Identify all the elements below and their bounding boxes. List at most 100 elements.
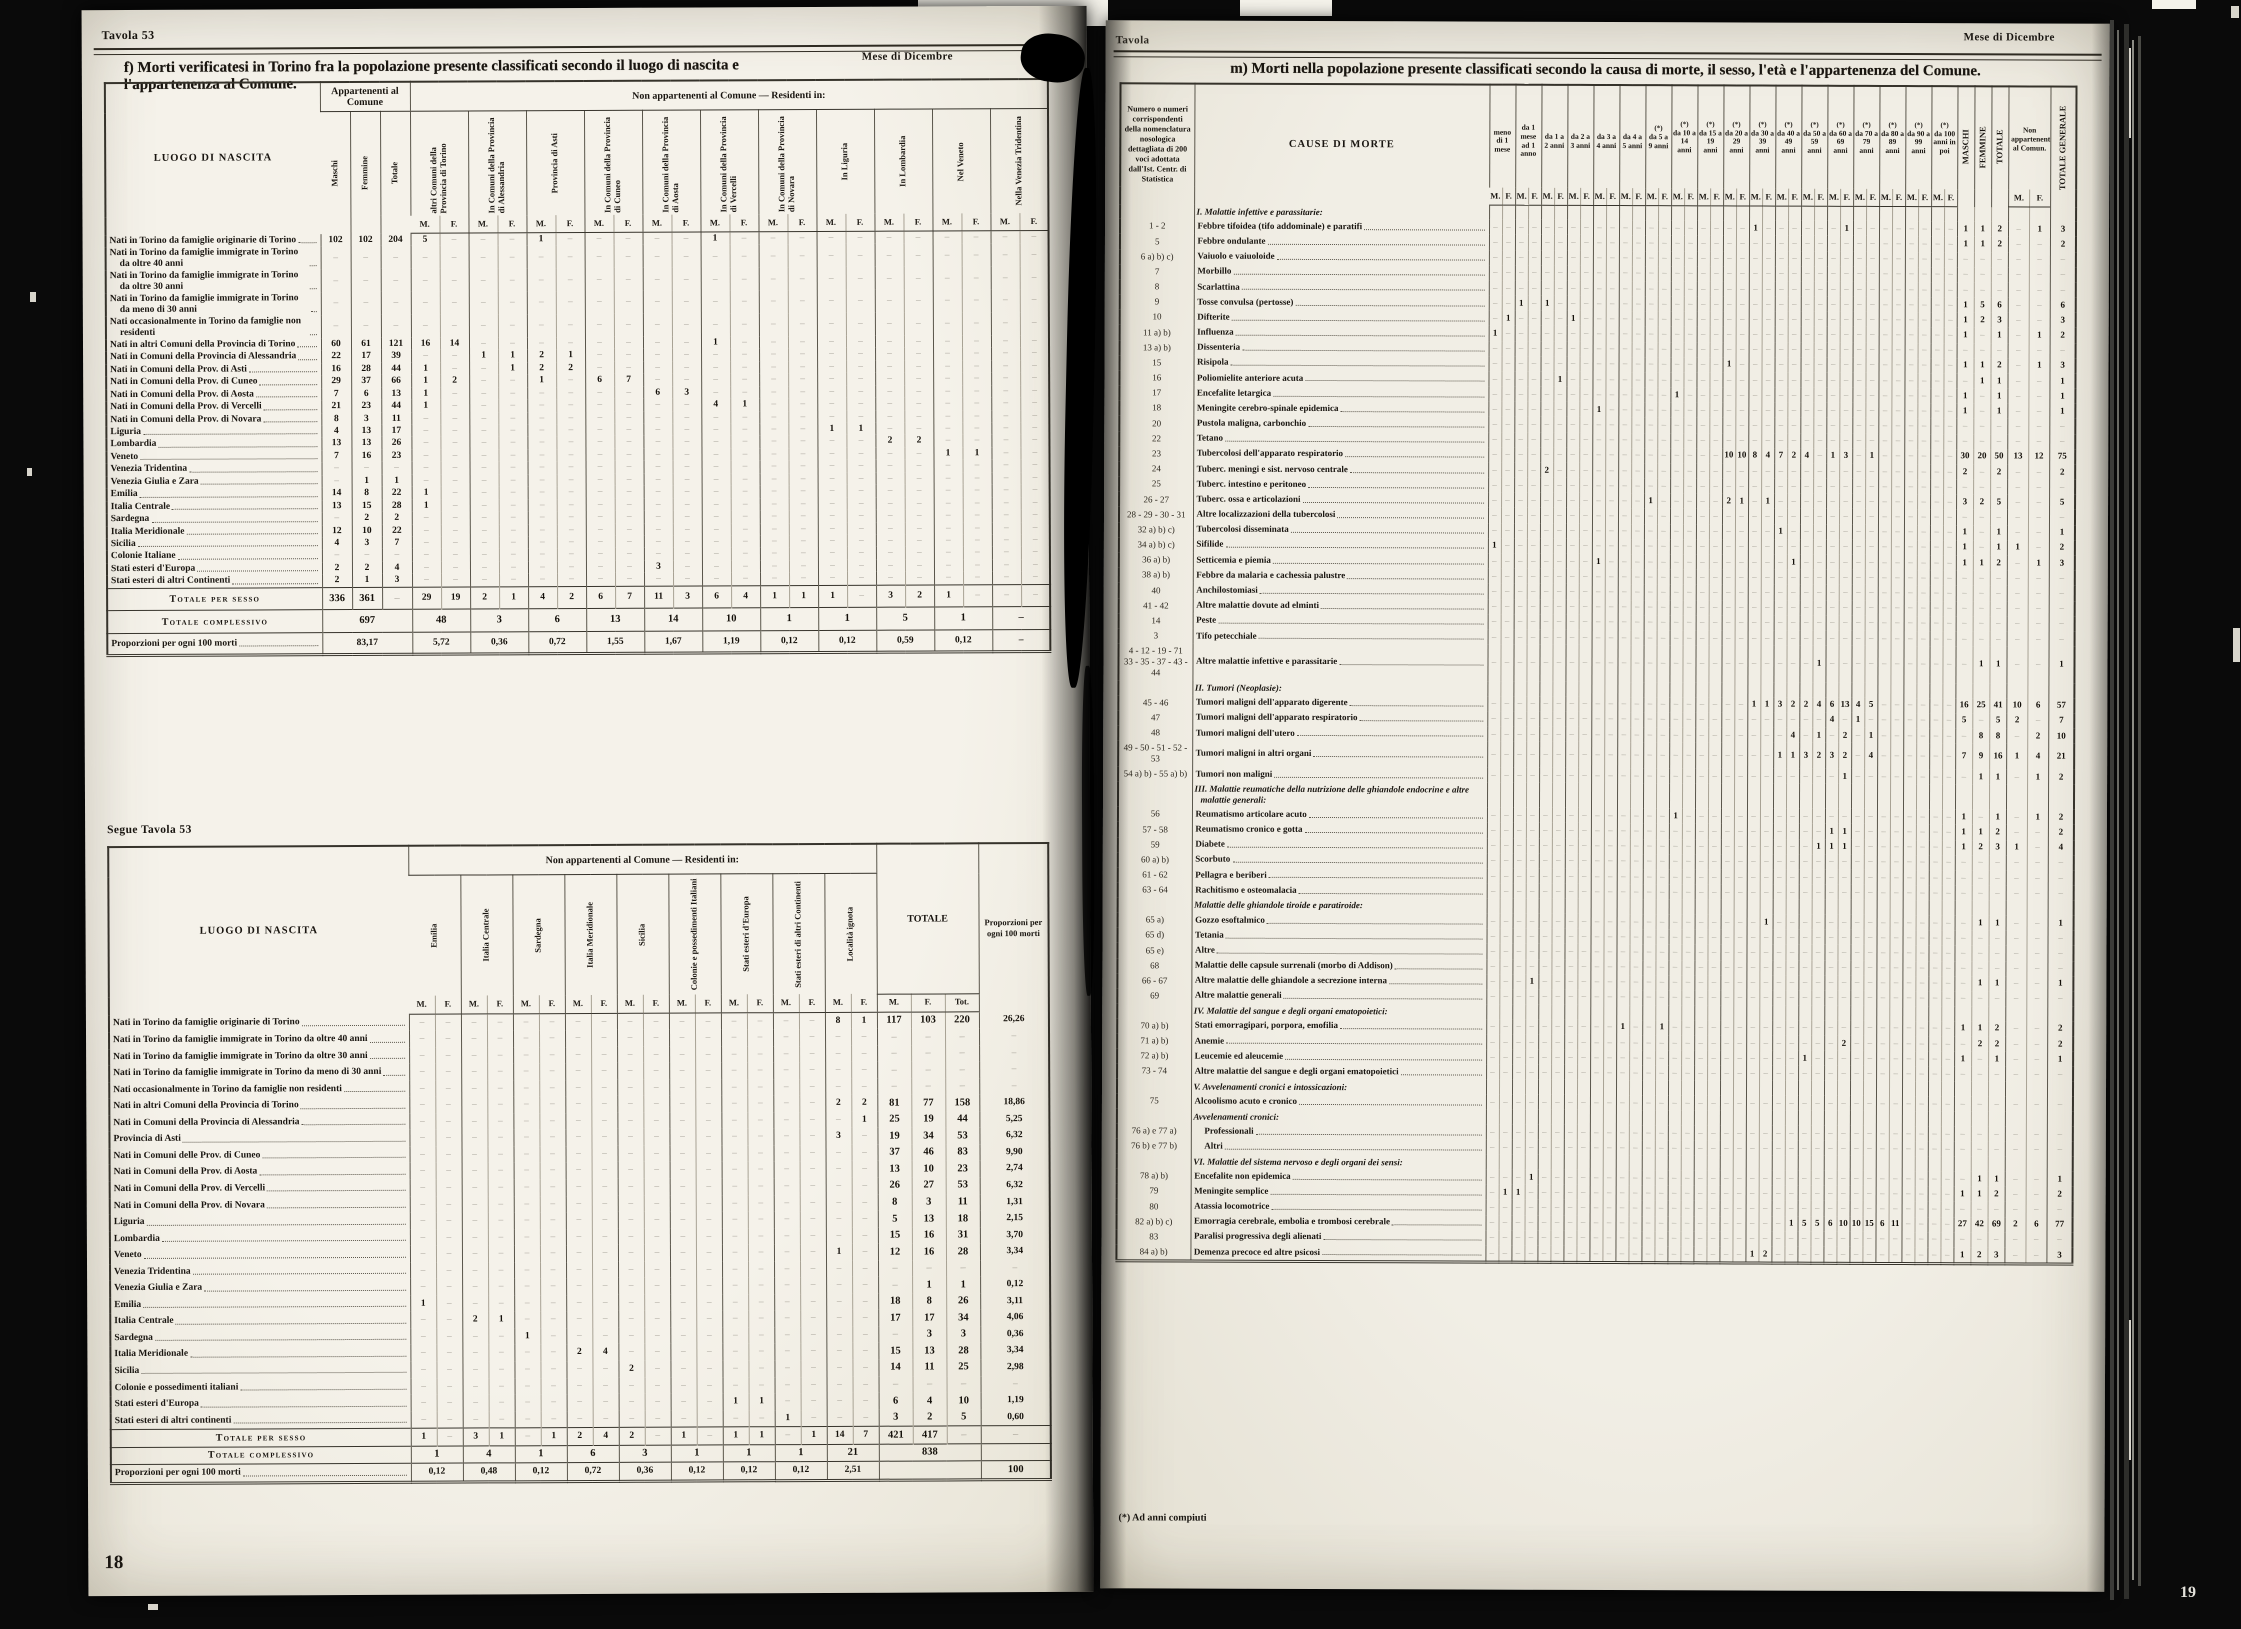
data-cell: – (1527, 493, 1541, 509)
data-cell: – (980, 1375, 1051, 1393)
data-cell: – (1719, 1200, 1733, 1217)
data-cell: – (1853, 266, 1867, 282)
data-cell: – (1917, 509, 1931, 525)
data-cell (1680, 1110, 1695, 1126)
data-cell: – (1732, 1246, 1746, 1264)
data-cell: – (468, 337, 499, 350)
data-cell: – (1667, 1185, 1681, 1201)
row-label-text: Stati esteri di altri continenti (114, 1415, 232, 1426)
data-cell: – (1565, 629, 1579, 645)
data-cell: – (1733, 1020, 1747, 1036)
data-cell: – (1811, 975, 1825, 991)
data-cell (1564, 899, 1578, 914)
data-cell: – (1486, 1034, 1500, 1050)
data-cell: – (701, 485, 731, 499)
row-label-wrap: Nati in Comuni della Prov. di Aosta (112, 1166, 409, 1178)
data-cell (1773, 783, 1787, 809)
data-cell: – (1591, 741, 1605, 768)
data-cell (878, 1461, 982, 1481)
data-cell: – (1788, 266, 1802, 282)
data-cell: – (643, 361, 673, 375)
data-cell: – (1564, 1065, 1578, 1081)
data-cell: – (1499, 974, 1513, 990)
data-cell: – (2028, 343, 2050, 359)
cause-row: 84 a) b) Demenza precoce ed altre psicosi… (1116, 1244, 2073, 1265)
data-cell: – (585, 473, 615, 487)
data-cell (1617, 681, 1631, 697)
vertical-label: Italia Meridionale (584, 902, 595, 968)
data-cell: – (1930, 433, 1944, 449)
data-cell: – (876, 571, 906, 585)
data-cell: – (1813, 433, 1827, 449)
data-cell: – (800, 1393, 827, 1410)
data-cell: – (1719, 1231, 1733, 1247)
row-label-wrap: Pustola maligna, carbonchio (1195, 418, 1487, 430)
row-label-text: Lombardia (113, 1233, 160, 1244)
data-cell: – (1823, 1186, 1837, 1202)
data-cell: – (585, 523, 615, 536)
data-cell: – (1722, 463, 1736, 479)
data-cell: – (788, 485, 818, 498)
data-cell: – (1891, 327, 1905, 343)
row-label: Meningite semplice (1190, 1183, 1486, 1201)
data-cell: – (1551, 853, 1565, 869)
header-row: Numero o numeri corrispondenti della nom… (1120, 83, 2077, 208)
dot-leader (1305, 380, 1484, 383)
data-cell: – (730, 410, 760, 424)
row-label-wrap: Tuberc. ossa e articolazioni (1195, 494, 1487, 506)
total-column-header: FEMMINE (1974, 86, 1992, 207)
data-cell: – (1680, 1200, 1694, 1216)
data-cell: – (2027, 600, 2049, 617)
data-cell: – (1735, 524, 1749, 540)
data-cell (1889, 1081, 1903, 1097)
data-cell: – (1578, 599, 1592, 615)
row-label-wrap: Febbre da malaria e cachessia palustre (1194, 569, 1486, 581)
data-cell: – (1618, 250, 1633, 266)
data-cell: 4 (1864, 742, 1878, 769)
data-cell: – (694, 1012, 721, 1030)
proportions-row: Proporzioni per ogni 100 morti 83,17 5,72 0… (107, 629, 1051, 656)
data-cell: – (1940, 1201, 1954, 1217)
data-cell: – (1696, 387, 1710, 403)
column-header: In Comuni della Provincia di Novara (757, 109, 817, 215)
data-cell: – (1578, 711, 1592, 727)
age-label: da 10 a 14 anni (1672, 127, 1696, 155)
data-cell: 3 (618, 1444, 671, 1463)
dot-leader (1304, 831, 1483, 834)
data-cell: – (1501, 235, 1516, 251)
row-label: Tuberc. intestino e peritoneo (1193, 476, 1489, 493)
data-cell: 1 (1972, 769, 1990, 785)
data-cell: – (1681, 823, 1696, 839)
data-cell: – (1628, 1230, 1642, 1247)
dot-leader (1296, 735, 1483, 737)
data-cell: – (1878, 539, 1892, 555)
data-cell: – (1890, 697, 1904, 713)
data-cell: – (2005, 1051, 2027, 1067)
data-cell: – (1604, 569, 1618, 585)
data-cell: – (1891, 524, 1905, 540)
data-cell (1971, 1111, 1989, 1127)
data-cell: – (2026, 1066, 2048, 1082)
data-cell: – (1875, 1171, 1889, 1187)
data-cell: – (1631, 508, 1645, 524)
data-cell: – (1629, 853, 1643, 870)
data-cell (1603, 899, 1617, 915)
data-cell (1671, 205, 1685, 221)
column-header: In Comuni della Provincia di Aosta (641, 110, 701, 215)
data-cell: – (1989, 870, 2007, 886)
data-cell: – (1988, 930, 2006, 946)
data-cell: – (1630, 614, 1644, 630)
data-cell: – (1839, 372, 1853, 388)
data-cell: 3 (462, 1428, 489, 1446)
row-label-text: Tumori non maligni (1195, 768, 1273, 779)
data-cell: – (1593, 220, 1607, 236)
dot-leader (1389, 983, 1482, 985)
data-cell: – (1656, 630, 1670, 646)
data-cell: – (1837, 1125, 1851, 1142)
data-cell: – (701, 547, 731, 561)
data-cell: 0,12 (514, 1462, 567, 1482)
data-cell (1840, 206, 1854, 222)
data-cell: 0,72 (566, 1462, 619, 1482)
data-cell: – (1682, 742, 1696, 769)
data-cell: – (1865, 433, 1879, 449)
